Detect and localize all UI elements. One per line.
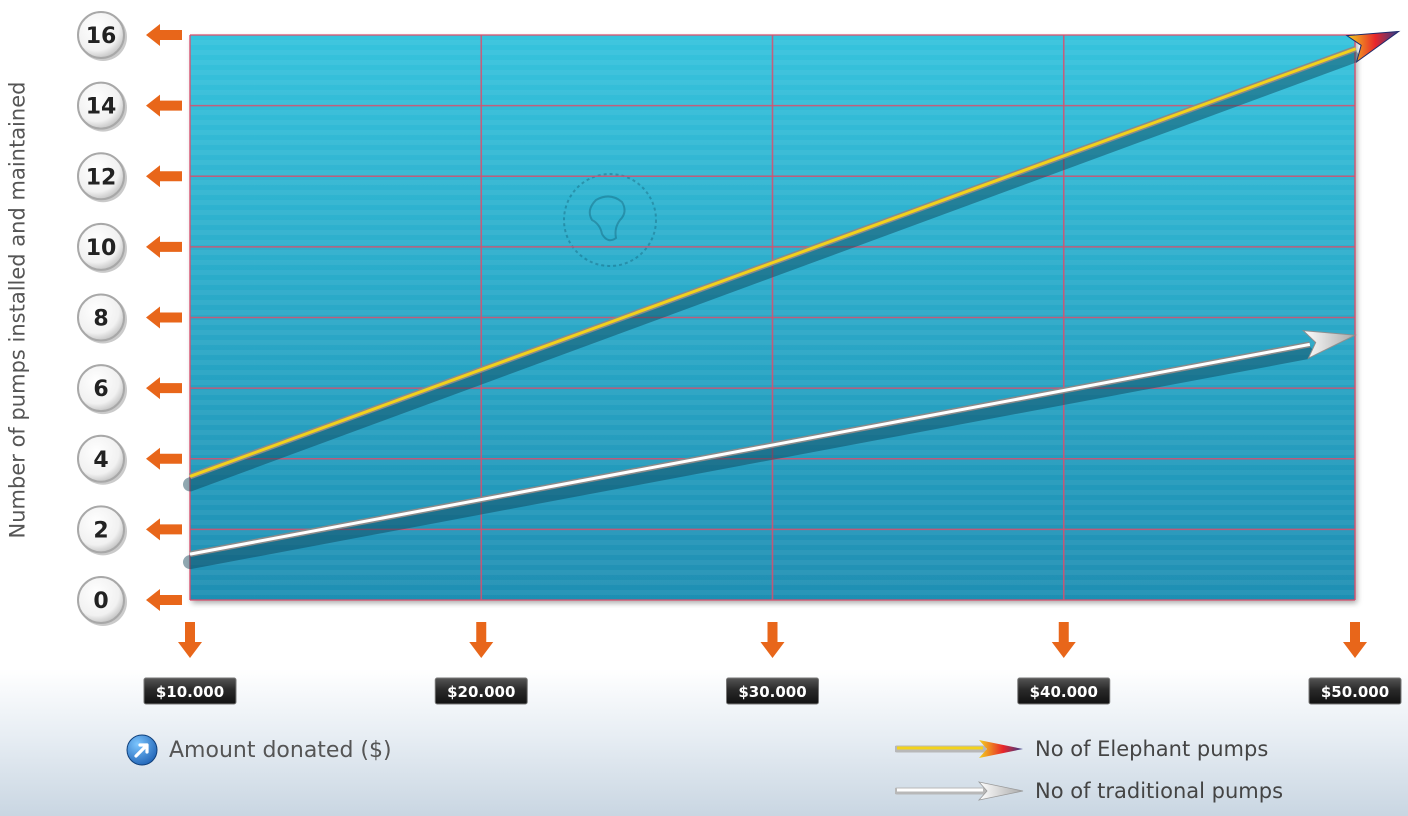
- series-1: [183, 330, 1357, 570]
- y-tick: 8: [77, 293, 182, 344]
- y-tick-arrow: [146, 306, 182, 329]
- y-tick-badge: [77, 81, 125, 130]
- y-tick-label: 2: [93, 518, 108, 543]
- y-tick-arrow: [146, 447, 182, 470]
- y-tick-label: 6: [93, 377, 108, 402]
- x-tick-label: $50.000: [1321, 683, 1389, 701]
- y-axis-title-wrap: Number of pumps installed and maintained: [0, 0, 34, 620]
- legend-label-traditional: No of traditional pumps: [1035, 779, 1284, 803]
- y-tick-label: 8: [93, 307, 108, 332]
- x-tick-box: [726, 677, 819, 705]
- y-tick: 16: [77, 11, 182, 61]
- x-tick: $20.000: [434, 622, 528, 705]
- logo-seal-ring: [563, 173, 657, 267]
- legend: No of Elephant pumps No of traditional p…: [895, 728, 1283, 812]
- y-tick: 6: [77, 364, 182, 415]
- series-line-shadow: [183, 345, 1313, 570]
- y-tick: 0: [77, 576, 182, 626]
- y-tick-label: 0: [93, 589, 108, 614]
- y-tick-arrow: [146, 24, 182, 46]
- y-tick-badge: [77, 11, 125, 59]
- legend-swatch-traditional: [895, 781, 1024, 801]
- y-tick-arrow: [146, 94, 182, 117]
- y-tick-badge: [77, 576, 125, 624]
- series-line: [189, 342, 1311, 556]
- y-tick-arrow: [146, 377, 182, 400]
- x-tick-label: $30.000: [738, 683, 806, 701]
- x-tick-label: $20.000: [447, 683, 515, 701]
- y-tick-badge: [77, 364, 125, 413]
- y-tick-badge: [77, 505, 125, 554]
- y-tick-label: 12: [86, 165, 117, 190]
- legend-item-elephant: No of Elephant pumps: [895, 728, 1283, 770]
- y-tick-arrow: [146, 589, 182, 611]
- y-tick-arrow: [146, 165, 182, 188]
- x-tick-label: $40.000: [1030, 683, 1098, 701]
- series-line-shadow: [183, 49, 1359, 492]
- y-tick: 2: [77, 505, 182, 556]
- arrow-circle-icon: [126, 734, 158, 766]
- y-axis-title: Number of pumps installed and maintained: [5, 81, 29, 539]
- y-tick: 14: [77, 81, 182, 132]
- series-0: [183, 30, 1401, 492]
- y-tick-badge: [77, 293, 125, 342]
- y-tick-label: 4: [93, 448, 108, 473]
- y-tick-badge: [77, 152, 125, 201]
- series-arrowhead: [1301, 330, 1357, 360]
- x-tick-box: [434, 677, 528, 705]
- series-arrowhead: [1345, 30, 1401, 64]
- x-tick: $10.000: [143, 622, 237, 705]
- y-tick-label: 14: [86, 95, 117, 120]
- x-tick: $40.000: [1017, 622, 1111, 705]
- legend-swatch-elephant: [895, 740, 1023, 758]
- x-tick-arrow: [760, 622, 785, 658]
- y-tick-badge: [77, 434, 125, 483]
- y-tick-arrow: [146, 518, 182, 541]
- logo-seal: [563, 173, 657, 267]
- legend-item-traditional: No of traditional pumps: [895, 770, 1283, 812]
- y-tick: 4: [77, 434, 182, 485]
- logo-seal-shape: [588, 195, 626, 242]
- x-tick-arrow: [1343, 622, 1367, 658]
- x-tick-arrow: [469, 622, 494, 658]
- x-tick: $50.000: [1308, 622, 1402, 705]
- y-tick-label: 10: [86, 236, 117, 261]
- x-tick-arrow: [178, 622, 202, 658]
- x-tick-box: [1017, 677, 1111, 705]
- x-axis-title-wrap: Amount donated ($): [125, 733, 392, 767]
- y-tick-label: 16: [86, 24, 117, 49]
- x-tick: $30.000: [726, 622, 819, 705]
- x-axis-title: Amount donated ($): [169, 737, 392, 763]
- x-tick-arrow: [1051, 622, 1076, 658]
- y-tick: 10: [77, 222, 182, 273]
- y-tick-badge: [77, 222, 125, 271]
- x-tick-box: [143, 677, 237, 705]
- series-line: [189, 47, 1357, 478]
- x-tick-box: [1308, 677, 1402, 705]
- y-tick: 12: [77, 152, 182, 203]
- y-tick-arrow: [146, 235, 182, 258]
- x-tick-label: $10.000: [156, 683, 224, 701]
- legend-label-elephant: No of Elephant pumps: [1035, 737, 1269, 761]
